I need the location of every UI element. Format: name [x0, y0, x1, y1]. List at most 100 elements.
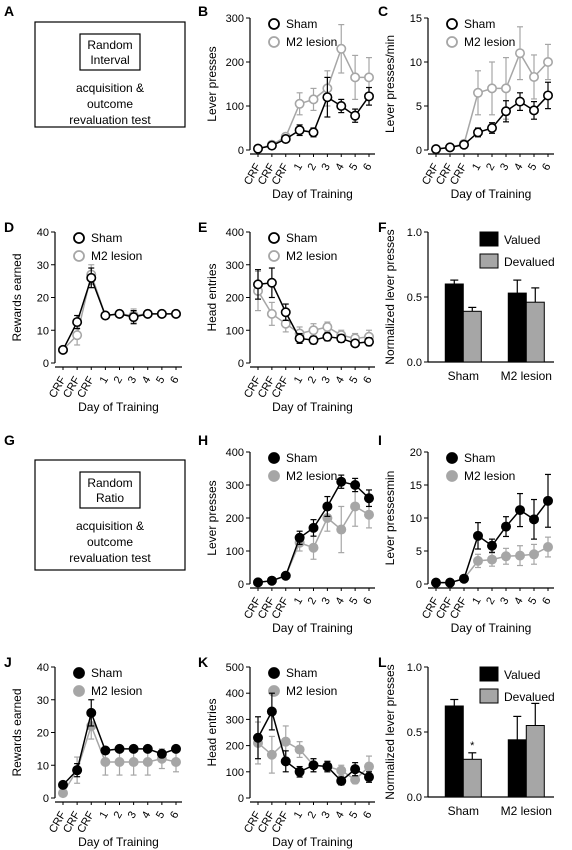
series-sham — [57, 699, 182, 790]
x-tick-label: 3 — [320, 375, 333, 386]
data-point — [472, 87, 483, 98]
x-tick-label: 5 — [347, 162, 360, 173]
x-tick-label: 3 — [320, 810, 333, 821]
group-label: M2 lesion — [501, 804, 552, 818]
data-point — [280, 134, 291, 145]
panel-label-k: K — [198, 654, 208, 670]
data-point — [308, 522, 319, 533]
group-label: Sham — [448, 369, 479, 383]
x-tick-label: 5 — [347, 596, 360, 607]
bar — [444, 283, 464, 363]
data-point — [486, 540, 497, 551]
legend-entry: Sham — [286, 666, 317, 680]
y-axis-label: Normalized lever presses — [383, 229, 397, 364]
x-tick-label: 1 — [98, 810, 111, 821]
data-point — [458, 139, 469, 150]
x-tick-label: 1 — [470, 596, 483, 607]
y-axis-label: Rewards earned — [10, 253, 24, 341]
x-tick-label: 2 — [306, 810, 319, 821]
data-point — [72, 317, 83, 328]
x-tick-label: 3 — [126, 375, 139, 386]
data-point — [350, 72, 361, 83]
bar — [444, 705, 464, 798]
box-text-line: revaluation test — [69, 551, 151, 565]
panel-label-j: J — [4, 654, 12, 670]
x-axis-label: Day of Training — [272, 187, 353, 201]
legend-swatch — [479, 666, 499, 682]
data-point — [171, 756, 182, 767]
data-point — [57, 344, 68, 355]
y-tick-label: 0 — [43, 358, 49, 370]
data-point — [294, 766, 305, 777]
data-point — [444, 577, 455, 588]
data-point — [350, 338, 361, 349]
data-point — [308, 760, 319, 771]
y-axis-label: Lever presses/min — [383, 35, 397, 133]
data-point — [294, 333, 305, 344]
box-text-line: acquisition & — [76, 519, 144, 533]
data-point — [363, 772, 374, 783]
data-point — [363, 761, 374, 772]
series-sham — [253, 76, 374, 154]
x-tick-label: 1 — [98, 375, 111, 386]
legend-swatch — [479, 253, 499, 269]
data-point — [322, 761, 333, 772]
y-tick-label: 400 — [226, 688, 244, 700]
data-point — [253, 143, 264, 154]
bar — [507, 739, 527, 798]
data-point — [444, 142, 455, 153]
inner-box — [79, 33, 141, 71]
x-tick-label: 1 — [470, 162, 483, 173]
data-point — [528, 105, 539, 116]
x-axis-label: Day of Training — [451, 187, 532, 201]
y-tick-label: 200 — [226, 741, 244, 753]
data-point — [336, 775, 347, 786]
y-axis-label: Normalized lever presses — [383, 664, 397, 799]
x-tick-label: 3 — [498, 162, 511, 173]
y-tick-label: 100 — [226, 767, 244, 779]
y-tick-label: 0 — [238, 579, 244, 591]
panel-label-d: D — [4, 219, 14, 235]
legend-entry: Sham — [464, 451, 495, 465]
x-tick-label: 4 — [512, 162, 525, 173]
x-axis-label: Day of Training — [78, 835, 159, 849]
box-title-line: Random — [87, 476, 132, 490]
inner-box — [79, 471, 141, 509]
y-tick-label: 100 — [226, 546, 244, 558]
box-text-line: outcome — [87, 97, 133, 111]
data-point — [322, 321, 333, 332]
legend-marker — [446, 452, 458, 464]
data-point — [486, 554, 497, 565]
data-point — [280, 736, 291, 747]
box-title-line: Random — [87, 38, 132, 52]
data-point — [294, 744, 305, 755]
data-point — [350, 110, 361, 121]
data-point — [171, 308, 182, 319]
y-tick-label: 15 — [410, 480, 422, 492]
data-point — [514, 550, 525, 561]
x-tick-label: 3 — [320, 162, 333, 173]
legend-entry: Sham — [91, 231, 122, 245]
x-tick-label: 2 — [306, 375, 319, 386]
data-point — [266, 575, 277, 586]
data-point — [57, 779, 68, 790]
panel-label-f: F — [378, 219, 387, 235]
data-point — [528, 514, 539, 525]
x-tick-label: 2 — [112, 375, 125, 386]
data-point — [500, 551, 511, 562]
data-point — [72, 330, 83, 341]
x-tick-label: 5 — [526, 162, 539, 173]
x-tick-label: 6 — [361, 375, 374, 386]
data-point — [363, 91, 374, 102]
data-point — [266, 749, 277, 760]
x-tick-label: 4 — [333, 810, 346, 821]
y-axis-label: Lever pressesmin — [383, 471, 397, 566]
series-sham — [57, 267, 182, 355]
data-point — [472, 530, 483, 541]
x-tick-label: 4 — [333, 596, 346, 607]
x-tick-label: 5 — [154, 375, 167, 386]
y-tick-label: 300 — [226, 13, 244, 25]
data-point — [486, 123, 497, 134]
legend-marker — [268, 470, 280, 482]
